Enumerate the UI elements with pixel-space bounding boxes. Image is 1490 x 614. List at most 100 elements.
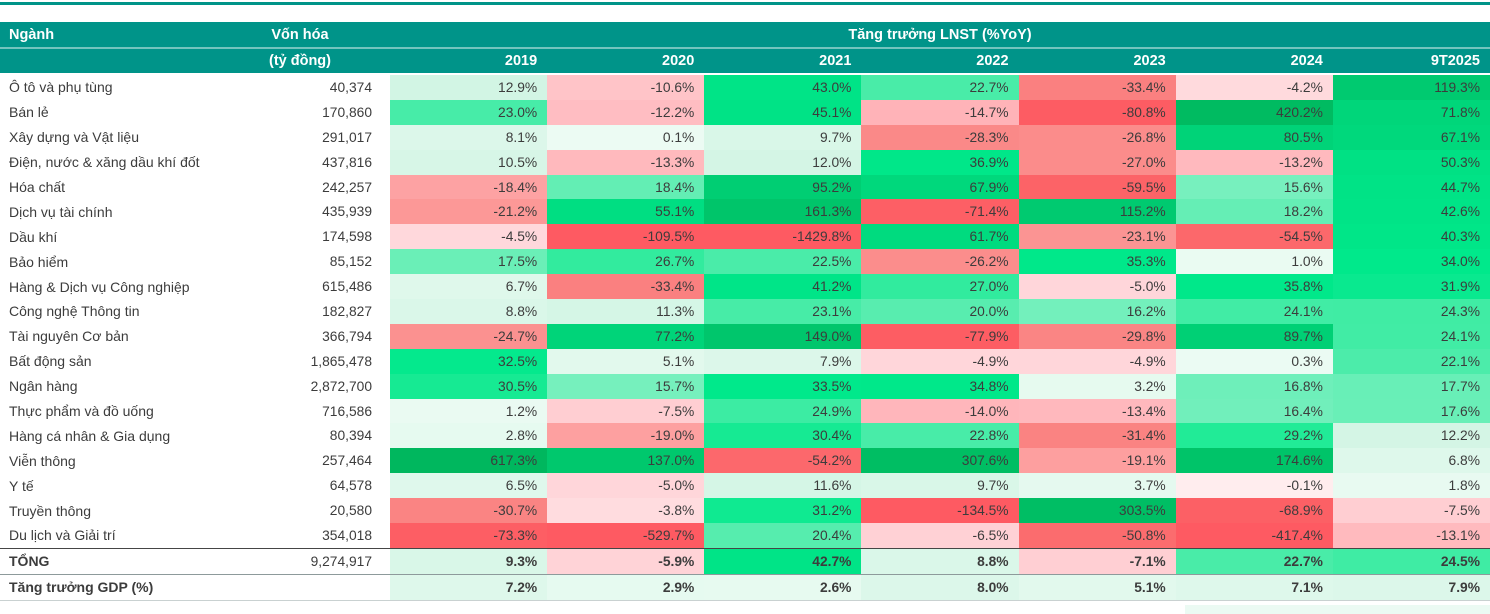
growth-value-cell: 3.7% (1018, 473, 1176, 499)
growth-value-cell: 34.8% (861, 373, 1019, 399)
growth-value-cell: -7.5% (1332, 498, 1490, 524)
growth-value-cell: 18.4% (547, 174, 705, 200)
growth-value-cell: -21.2% (390, 199, 548, 225)
sector-row: Du lịch và Giải trí 354,018 -73.3% -529.7% 2… (0, 523, 1490, 549)
market-cap-cell: 366,794 (210, 323, 390, 349)
growth-value-cell: 0.3% (1175, 348, 1333, 374)
growth-value-cell: 24.1% (1332, 323, 1490, 349)
growth-value-cell: 307.6% (861, 448, 1019, 474)
growth-value-cell: -54.2% (704, 448, 862, 474)
growth-value-cell: 61.7% (861, 224, 1019, 250)
growth-value-cell: 6.7% (390, 274, 548, 300)
growth-value-cell: 23.0% (390, 99, 548, 125)
growth-value-cell: 42.6% (1332, 199, 1490, 225)
sector-name-cell: Hàng cá nhân & Gia dụng (0, 423, 210, 449)
growth-value-cell: 7.1% (1175, 573, 1333, 601)
growth-value-cell: -18.4% (390, 174, 548, 200)
growth-value-cell: 42.7% (704, 547, 862, 575)
growth-value-cell: 8.8% (390, 299, 548, 324)
growth-value-cell: 7.9% (704, 348, 862, 374)
growth-value-cell: -109.5% (547, 224, 705, 250)
growth-value-cell: -77.9% (861, 323, 1019, 349)
growth-value-cell: 22.7% (861, 74, 1019, 100)
growth-value-cell: -4.9% (861, 348, 1019, 374)
growth-value-cell: 30.4% (704, 423, 862, 449)
growth-value-cell: -30.7% (390, 498, 548, 524)
growth-value-cell: -14.7% (861, 99, 1019, 125)
growth-value-cell: 8.8% (861, 547, 1019, 575)
growth-value-cell: 1.8% (1332, 473, 1490, 499)
growth-value-cell: 2.8% (390, 423, 548, 449)
growth-value-cell: 174.6% (1175, 448, 1333, 474)
growth-value-cell: 161.3% (704, 199, 862, 225)
sector-row: Bất động sản 1,865,478 32.5% 5.1% 7.9% -4.9% -… (0, 348, 1490, 374)
growth-value-cell: 15.7% (547, 373, 705, 399)
market-cap-cell: 615,486 (210, 274, 390, 300)
growth-value-cell: -54.5% (1175, 224, 1333, 250)
growth-value-cell: -26.8% (1018, 124, 1176, 150)
growth-value-cell: 44.7% (1332, 174, 1490, 200)
growth-value-cell: 22.5% (704, 249, 862, 275)
growth-value-cell: 24.1% (1175, 299, 1333, 324)
growth-value-cell: 24.3% (1332, 299, 1490, 324)
column-header-year: 2023 (1018, 48, 1176, 75)
column-header-year: 2020 (547, 48, 705, 75)
market-cap-cell: 716,586 (210, 398, 390, 424)
growth-value-cell: 23.1% (704, 299, 862, 324)
sector-row: Dịch vụ tài chính 435,939 -21.2% 55.1% 161.3… (0, 199, 1490, 225)
growth-value-cell: 12.0% (704, 149, 862, 175)
growth-value-cell: 33.5% (704, 373, 862, 399)
market-cap-cell: 242,257 (210, 174, 390, 200)
growth-value-cell: 31.9% (1332, 274, 1490, 300)
growth-value-cell: 27.0% (861, 274, 1019, 300)
sector-row: Tài nguyên Cơ bản 366,794 -24.7% 77.2% 149.0… (0, 323, 1490, 349)
market-cap-cell: 1,865,478 (210, 348, 390, 374)
growth-value-cell: 12.9% (390, 74, 548, 100)
growth-value-cell: -7.1% (1018, 547, 1176, 575)
sector-row: Bán lẻ 170,860 23.0% -12.2% 45.1% -14.7% -80.8… (0, 99, 1490, 125)
growth-value-cell: 1.0% (1175, 249, 1333, 275)
column-header-year: 2024 (1175, 48, 1333, 75)
growth-value-cell: 6.5% (390, 473, 548, 499)
header-row-years: (tỷ đồng) 2019 2020 2021 2022 2023 2024 9T2025 (0, 48, 1490, 75)
sector-name-cell: TỔNG (0, 547, 210, 575)
sector-name-cell: Dầu khí (0, 224, 210, 250)
growth-value-cell: -7.5% (547, 398, 705, 424)
growth-value-cell: -27.0% (1018, 149, 1176, 175)
growth-value-cell: 32.5% (390, 348, 548, 374)
growth-value-cell: -13.4% (1018, 398, 1176, 424)
growth-value-cell: 8.1% (390, 124, 548, 150)
sector-row: Ngân hàng 2,872,700 30.5% 15.7% 33.5% 34.8% 3.… (0, 373, 1490, 399)
growth-value-cell: -13.3% (547, 149, 705, 175)
sector-name-cell: Viễn thông (0, 448, 210, 474)
growth-value-cell: 77.2% (547, 323, 705, 349)
market-cap-cell: 435,939 (210, 199, 390, 225)
growth-value-cell: 11.6% (704, 473, 862, 499)
bottom-partial-row (1185, 605, 1490, 614)
market-cap-cell: 437,816 (210, 149, 390, 175)
growth-value-cell: 10.5% (390, 149, 548, 175)
market-cap-cell: 257,464 (210, 448, 390, 474)
growth-value-cell: 22.1% (1332, 348, 1490, 374)
growth-value-cell: -5.0% (547, 473, 705, 499)
growth-value-cell: -59.5% (1018, 174, 1176, 200)
column-header-year: 2021 (704, 48, 862, 75)
growth-value-cell: 89.7% (1175, 323, 1333, 349)
top-divider-line (0, 2, 1490, 5)
growth-value-cell: 18.2% (1175, 199, 1333, 225)
growth-value-cell: -6.5% (861, 523, 1019, 549)
growth-value-cell: 16.8% (1175, 373, 1333, 399)
growth-value-cell: -3.8% (547, 498, 705, 524)
growth-value-cell: 17.6% (1332, 398, 1490, 424)
growth-value-cell: 7.2% (390, 573, 548, 601)
market-cap-cell: 9,274,917 (210, 547, 390, 575)
growth-value-cell: 7.9% (1332, 573, 1490, 601)
growth-value-cell: 17.5% (390, 249, 548, 275)
sector-row: Hàng & Dịch vụ Công nghiệp 615,486 6.7% -33… (0, 274, 1490, 300)
growth-value-cell: -13.2% (1175, 149, 1333, 175)
growth-value-cell: 41.2% (704, 274, 862, 300)
column-subheader-unit: (tỷ đồng) (210, 48, 390, 75)
column-header-market-cap: Vốn hóa (210, 22, 390, 49)
growth-value-cell: -19.1% (1018, 448, 1176, 474)
sector-name-cell: Bảo hiểm (0, 249, 210, 275)
